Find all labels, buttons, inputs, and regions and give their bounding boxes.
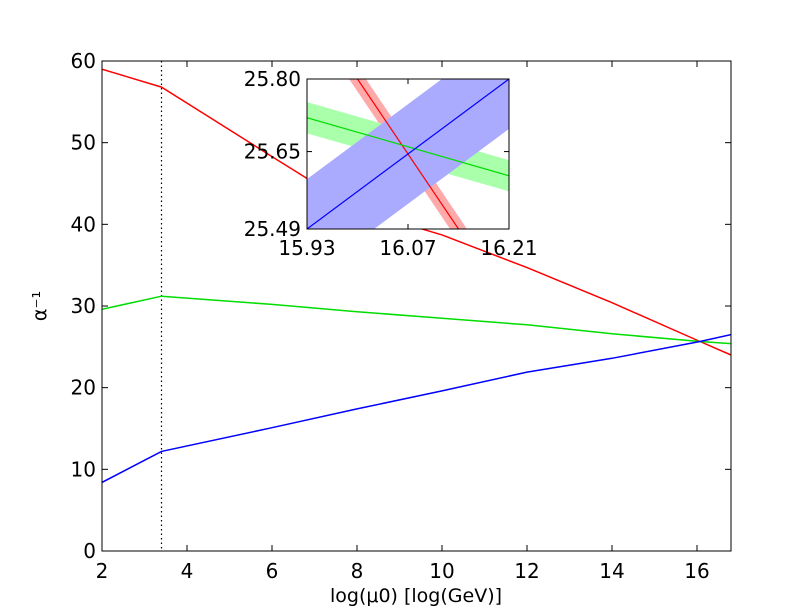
inset-x-tick-label: 15.93 xyxy=(278,236,335,260)
y-tick-label: 40 xyxy=(71,212,96,236)
y-tick-label: 0 xyxy=(83,539,96,563)
inset-plot-marks xyxy=(307,79,509,229)
main-plot: 2 4 6 8 10 12 14 16 0 10 20 30 40 50 60 log(μ0) [log(… xyxy=(29,49,732,607)
inset-x-tick-label: 16.07 xyxy=(379,236,436,260)
y-axis-label: α⁻¹ xyxy=(29,291,51,321)
x-tick-label: 10 xyxy=(429,559,454,583)
y-tick-label: 20 xyxy=(71,376,96,400)
inset-y-axis: 25.49 25.65 25.80 xyxy=(244,67,509,241)
x-tick-label: 4 xyxy=(181,559,194,583)
y-tick-label: 60 xyxy=(71,49,96,73)
x-tick-label: 14 xyxy=(599,559,624,583)
series-line-2 xyxy=(102,333,731,484)
x-tick-label: 6 xyxy=(266,559,279,583)
x-tick-label: 12 xyxy=(514,559,539,583)
inset-y-tick-label: 25.65 xyxy=(244,140,301,164)
main-x-axis: 2 4 6 8 10 12 14 16 xyxy=(96,61,710,583)
y-tick-label: 50 xyxy=(71,131,96,155)
inset-series-line-2 xyxy=(307,79,509,229)
inset-y-tick-label: 25.49 xyxy=(244,217,301,241)
x-tick-label: 2 xyxy=(96,559,109,583)
inset-x-tick-label: 16.21 xyxy=(480,236,537,260)
main-y-axis: 0 10 20 30 40 50 60 xyxy=(71,49,731,563)
x-tick-label: 8 xyxy=(351,559,364,583)
x-axis-label: log(μ0) [log(GeV)] xyxy=(330,585,502,607)
y-tick-label: 30 xyxy=(71,294,96,318)
inset-series-line-1 xyxy=(307,117,509,177)
inset-y-tick-label: 25.80 xyxy=(244,67,301,91)
x-tick-label: 16 xyxy=(684,559,709,583)
y-tick-label: 10 xyxy=(71,457,96,481)
series-line-1 xyxy=(102,295,731,345)
inset-x-axis: 15.93 16.07 16.21 xyxy=(278,79,538,260)
inset-plot: 15.93 16.07 16.21 25.49 25.65 25.80 xyxy=(244,67,538,260)
